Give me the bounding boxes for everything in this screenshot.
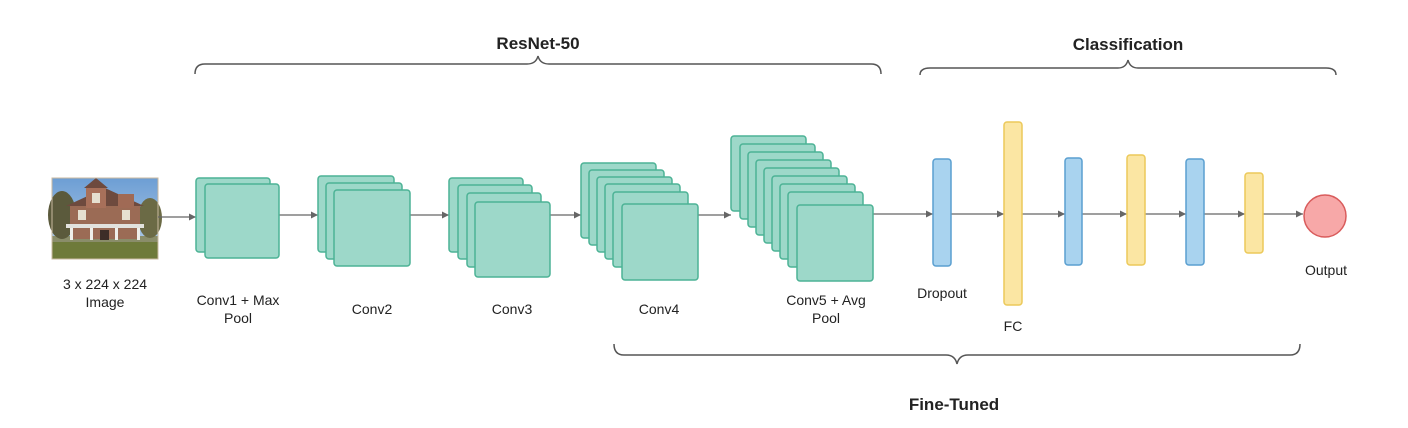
fine-tuned-header: Fine-Tuned xyxy=(834,395,1074,415)
resnet-header: ResNet-50 xyxy=(418,34,658,54)
conv3-label: Conv3 xyxy=(437,300,587,318)
fine-tuned-brace xyxy=(614,344,1300,364)
conv2-label: Conv2 xyxy=(297,300,447,318)
output-label: Output xyxy=(1251,261,1401,279)
output-node xyxy=(1304,195,1346,237)
conv5-label-line2: Pool xyxy=(751,309,901,327)
conv1-label-line2: Pool xyxy=(163,309,313,327)
conv3-block xyxy=(449,178,550,277)
conv4-label-line1: Conv4 xyxy=(584,300,734,318)
input-label: 3 x 224 x 224 Image xyxy=(30,275,180,311)
dense-layer-2 xyxy=(1186,159,1204,265)
classification-header: Classification xyxy=(1008,35,1248,55)
conv4-block xyxy=(581,163,698,280)
input-label-type: Image xyxy=(30,293,180,311)
conv1-label-line1: Conv1 + Max xyxy=(163,291,313,309)
conv1-block xyxy=(196,178,279,258)
dropout-layer xyxy=(933,159,951,266)
activation-layer-2 xyxy=(1245,173,1263,253)
resnet-brace xyxy=(195,56,881,74)
classification-brace xyxy=(920,60,1336,75)
dropout-label: Dropout xyxy=(867,284,1017,302)
activation-layer-1 xyxy=(1127,155,1145,265)
fc-layer xyxy=(1004,122,1022,305)
conv2-label-line1: Conv2 xyxy=(297,300,447,318)
conv3-label-line1: Conv3 xyxy=(437,300,587,318)
conv1-label: Conv1 + Max Pool xyxy=(163,291,313,327)
input-label-dims: 3 x 224 x 224 xyxy=(30,275,180,293)
conv2-block xyxy=(318,176,410,266)
dense-layer-1 xyxy=(1065,158,1082,265)
input-image xyxy=(48,178,162,259)
fc-label: FC xyxy=(938,317,1088,335)
conv5-block xyxy=(731,136,873,281)
conv4-label: Conv4 xyxy=(584,300,734,318)
